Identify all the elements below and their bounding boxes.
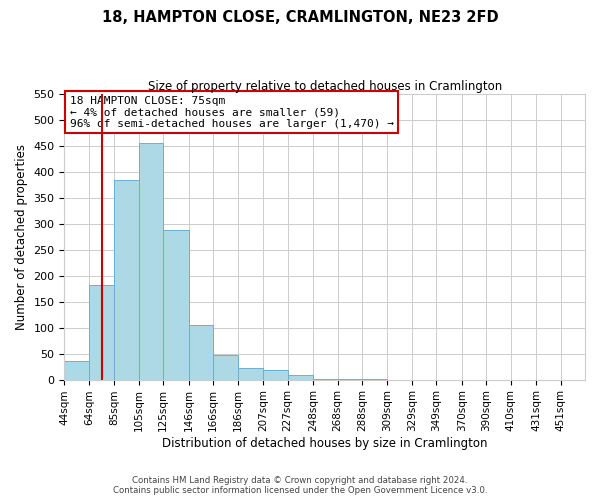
Bar <box>213 354 238 380</box>
Bar <box>115 180 139 380</box>
Bar <box>163 230 189 380</box>
X-axis label: Distribution of detached houses by size in Cramlington: Distribution of detached houses by size … <box>162 437 487 450</box>
Bar <box>313 378 338 380</box>
Bar <box>64 362 89 380</box>
Text: 18 HAMPTON CLOSE: 75sqm
← 4% of detached houses are smaller (59)
96% of semi-det: 18 HAMPTON CLOSE: 75sqm ← 4% of detached… <box>70 96 394 129</box>
Bar <box>189 325 213 380</box>
Bar <box>287 375 313 380</box>
Bar <box>362 379 388 380</box>
Y-axis label: Number of detached properties: Number of detached properties <box>15 144 28 330</box>
Bar <box>89 284 115 380</box>
Title: Size of property relative to detached houses in Cramlington: Size of property relative to detached ho… <box>148 80 502 93</box>
Text: 18, HAMPTON CLOSE, CRAMLINGTON, NE23 2FD: 18, HAMPTON CLOSE, CRAMLINGTON, NE23 2FD <box>101 10 499 25</box>
Text: Contains HM Land Registry data © Crown copyright and database right 2024.
Contai: Contains HM Land Registry data © Crown c… <box>113 476 487 495</box>
Bar <box>263 370 287 380</box>
Bar <box>338 379 362 380</box>
Bar <box>139 143 163 380</box>
Bar <box>238 368 263 380</box>
